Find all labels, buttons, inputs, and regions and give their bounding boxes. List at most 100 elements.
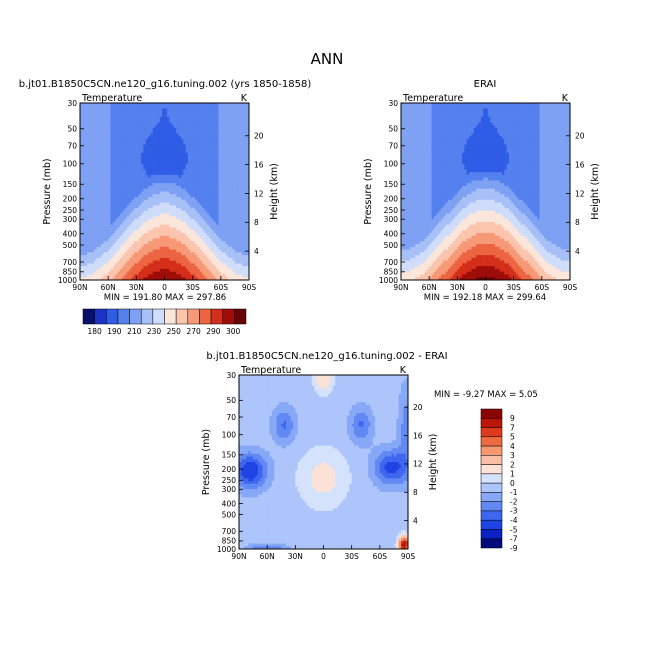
model-cell: [141, 141, 144, 146]
model-cell: [126, 180, 130, 184]
model-cell: [115, 169, 119, 173]
model-cell: [173, 260, 177, 265]
model-cell: [171, 136, 175, 140]
model-cell: [169, 235, 173, 240]
model-cell: [166, 150, 170, 154]
model-cell: [211, 127, 215, 132]
model-cell: [141, 263, 144, 267]
model-cell: [185, 133, 189, 137]
model-cell: [164, 194, 168, 198]
model-cell: [145, 150, 149, 154]
model-cell: [98, 274, 102, 278]
model-cell: [223, 244, 227, 248]
model-cell: [126, 136, 130, 140]
model-cell: [246, 255, 249, 259]
model-cell: [96, 235, 100, 240]
model-cell: [187, 232, 191, 237]
model-cell: [185, 185, 189, 190]
model-cell: [216, 125, 220, 129]
model-cell: [230, 166, 234, 170]
model-cell: [185, 213, 189, 217]
model-cell: [98, 136, 102, 140]
model-cell: [234, 147, 238, 151]
model-cell: [126, 230, 130, 234]
model-cell: [183, 244, 187, 248]
model-cell: [187, 133, 191, 137]
model-cell: [220, 271, 224, 276]
obs-cell: [513, 111, 517, 115]
model-cell: [117, 144, 121, 148]
model-cell: [164, 174, 168, 179]
model-cell: [150, 205, 154, 209]
model-cell: [126, 208, 130, 212]
model-cell: [148, 191, 152, 195]
model-cell: [105, 230, 109, 234]
model-cell: [138, 172, 142, 176]
model-cell: [225, 172, 229, 176]
model-cell: [103, 241, 107, 245]
model-cell: [145, 221, 149, 226]
model-cell: [87, 213, 90, 217]
model-cell: [122, 246, 126, 251]
model-cell: [176, 185, 180, 190]
model-cell: [117, 119, 121, 123]
model-cell: [115, 114, 119, 118]
model-cell: [148, 274, 152, 278]
model-cell: [180, 191, 184, 195]
model-cell: [171, 221, 175, 226]
model-cell: [155, 180, 159, 184]
model-cell: [101, 210, 105, 215]
model-cell: [218, 111, 222, 115]
model-cell: [84, 238, 88, 242]
model-cell: [164, 266, 168, 270]
model-cell: [227, 246, 231, 251]
model-cell: [216, 169, 220, 173]
model-cell: [199, 268, 203, 273]
model-cell: [82, 213, 86, 217]
model-cell: [176, 144, 180, 148]
model-cell: [115, 191, 119, 195]
model-cell: [141, 158, 144, 162]
obs-cell: [417, 114, 421, 118]
model-cell: [227, 232, 231, 237]
model-cell: [105, 141, 109, 146]
model-y-tick-label: 300: [63, 215, 78, 224]
model-cell: [157, 246, 161, 251]
model-y-right-tick-label: 4: [254, 247, 259, 256]
model-cell: [143, 210, 147, 215]
model-cell: [94, 274, 98, 278]
model-cell: [209, 249, 213, 253]
model-cell: [80, 255, 83, 259]
model-cell: [206, 227, 210, 231]
model-cell: [218, 252, 222, 256]
model-cell: [143, 208, 147, 212]
model-cell: [192, 180, 196, 184]
model-cell: [213, 166, 217, 170]
model-cell: [141, 219, 144, 223]
model-cell: [152, 133, 156, 137]
model-cell: [218, 235, 222, 240]
model-cell: [218, 105, 222, 110]
obs-cell: [548, 103, 552, 107]
model-cell: [152, 158, 156, 162]
model-cell: [246, 177, 249, 182]
model-cell: [204, 219, 208, 223]
model-cell: [225, 232, 229, 237]
model-cell: [155, 161, 159, 165]
model-cell: [141, 202, 144, 206]
model-cell: [234, 152, 238, 157]
model-cell: [187, 263, 191, 267]
model-cell: [131, 246, 135, 251]
model-cell: [176, 199, 180, 204]
model-cell: [218, 174, 222, 179]
model-cell: [195, 208, 198, 212]
model-cell: [105, 246, 109, 251]
model-cell: [110, 197, 114, 201]
model-cell: [157, 210, 161, 215]
model-cell: [159, 163, 163, 168]
model-cell: [138, 114, 142, 118]
model-cell: [82, 177, 86, 182]
model-cell: [204, 216, 208, 220]
model-cell: [101, 263, 105, 267]
model-cell: [202, 147, 206, 151]
